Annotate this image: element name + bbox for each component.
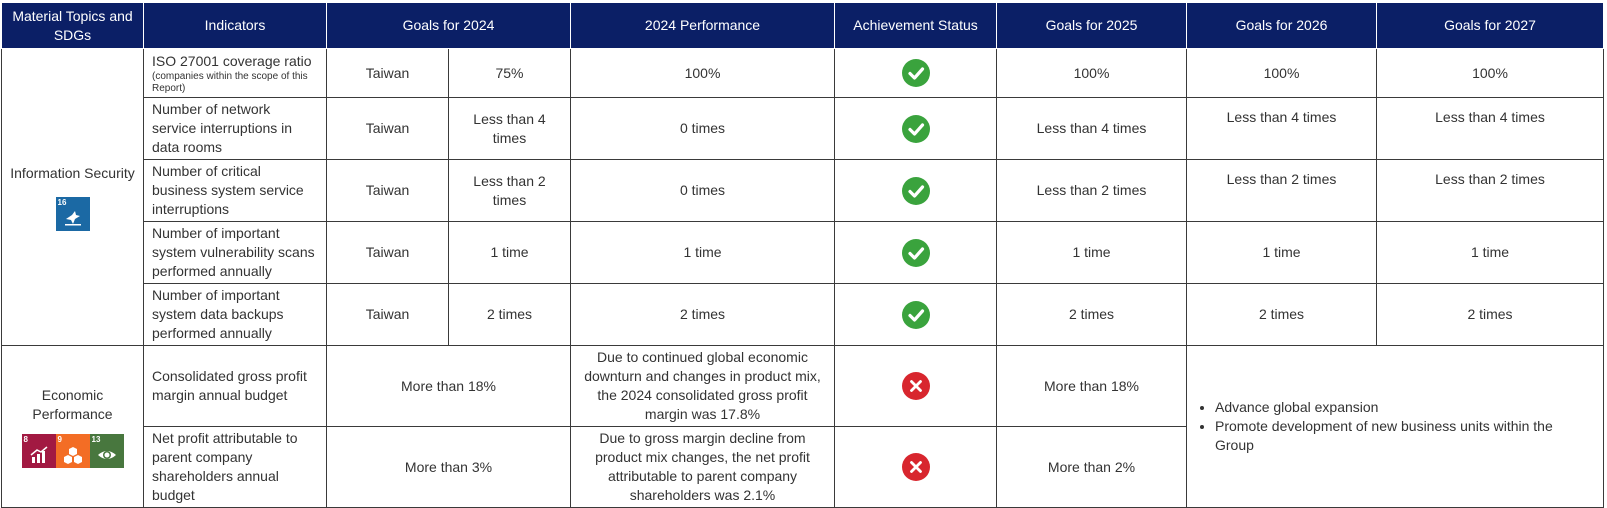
indicator-cell: Net profit attributable to parent compan… [143, 426, 327, 508]
cross-icon [901, 372, 930, 400]
topic-label: Information Security [10, 164, 135, 181]
list-item: Advance global expansion [1215, 398, 1595, 417]
performance-cell: 0 times [570, 159, 835, 222]
table-row: Number of important system vulnerability… [2, 221, 1604, 284]
goal-2024-cell: More than 3% [326, 426, 571, 508]
header-indicators: Indicators [143, 2, 327, 49]
check-icon [901, 59, 930, 87]
region-cell: Taiwan [326, 283, 449, 346]
goal-2027-cell: Less than 2 times [1376, 159, 1604, 222]
region-cell: Taiwan [326, 221, 449, 284]
list-item: Promote development of new business unit… [1215, 417, 1595, 455]
status-cell [834, 345, 997, 427]
header-goals-2024: Goals for 2024 [326, 2, 571, 49]
goal-2027-cell: Less than 4 times [1376, 97, 1604, 160]
future-goals-list: Advance global expansion Promote develop… [1203, 398, 1595, 455]
cross-icon [901, 453, 930, 481]
sdg-icons: 16 [10, 196, 135, 231]
topic-economic-performance: Economic Performance 8 9 13 [1, 345, 144, 508]
indicator-cell: ISO 27001 coverage ratio (companies with… [143, 48, 327, 98]
goal-2027-cell: 100% [1376, 48, 1604, 98]
goal-2027-cell: 1 time [1376, 221, 1604, 284]
region-cell: Taiwan [326, 48, 449, 98]
goal-2027-cell: 2 times [1376, 283, 1604, 346]
performance-cell: 1 time [570, 221, 835, 284]
indicator-cell: Number of critical business system servi… [143, 159, 327, 222]
indicator-cell: Number of network service interruptions … [143, 97, 327, 160]
status-cell [834, 426, 997, 508]
check-icon [901, 176, 930, 205]
goal-2026-cell: Less than 2 times [1186, 159, 1377, 222]
status-cell [834, 159, 997, 222]
goal-2025-cell: Less than 4 times [996, 97, 1187, 160]
sdg-13-icon: 13 [89, 433, 124, 468]
goal-2025-cell: Less than 2 times [996, 159, 1187, 222]
check-icon [901, 238, 930, 267]
topic-label: Economic Performance [32, 386, 113, 422]
header-topics: Material Topics and SDGs [1, 2, 144, 49]
goal-2025-cell: More than 2% [996, 426, 1187, 508]
goal-2026-cell: 1 time [1186, 221, 1377, 284]
goal-2026-cell: 100% [1186, 48, 1377, 98]
performance-cell: 2 times [570, 283, 835, 346]
performance-cell: Due to continued global economic downtur… [570, 345, 835, 427]
goal-2025-cell: 2 times [996, 283, 1187, 346]
performance-cell: 0 times [570, 97, 835, 160]
status-cell [834, 221, 997, 284]
goal-2026-cell: 2 times [1186, 283, 1377, 346]
header-performance-2024: 2024 Performance [570, 2, 835, 49]
table-row: Number of network service interruptions … [2, 97, 1604, 160]
indicator-cell: Number of important system data backups … [143, 283, 327, 346]
check-icon [901, 114, 930, 143]
check-icon [901, 300, 930, 329]
goal-2025-cell: More than 18% [996, 345, 1187, 427]
goal-2024-cell: Less than 2 times [448, 159, 571, 222]
sdg-9-icon: 9 [55, 433, 90, 468]
sdg-icons: 8 9 13 [10, 433, 135, 468]
performance-cell: Due to gross margin decline from product… [570, 426, 835, 508]
goal-2025-cell: 100% [996, 48, 1187, 98]
indicator-cell: Consolidated gross profit margin annual … [143, 345, 327, 427]
header-goals-2027: Goals for 2027 [1376, 2, 1604, 49]
future-goals-cell: Advance global expansion Promote develop… [1186, 345, 1604, 508]
goal-2024-cell: More than 18% [326, 345, 571, 427]
table-row: Information Security 16 ISO 27001 covera… [1, 48, 1604, 346]
table-row: Economic Performance 8 9 13 [1, 345, 1604, 508]
status-cell [834, 97, 997, 160]
indicator-cell: Number of important system vulnerability… [143, 221, 327, 284]
status-cell [834, 48, 997, 98]
header-achievement-status: Achievement Status [834, 2, 997, 49]
header-goals-2026: Goals for 2026 [1186, 2, 1377, 49]
region-cell: Taiwan [326, 97, 449, 160]
sdg-8-icon: 8 [21, 433, 56, 468]
topic-information-security: Information Security 16 [1, 48, 144, 346]
performance-cell: 100% [570, 48, 835, 98]
region-cell: Taiwan [326, 159, 449, 222]
goal-2026-cell: Less than 4 times [1186, 97, 1377, 160]
status-cell [834, 283, 997, 346]
goal-2024-cell: Less than 4 times [448, 97, 571, 160]
sdg-16-icon: 16 [55, 196, 90, 231]
goal-2025-cell: 1 time [996, 221, 1187, 284]
header-goals-2025: Goals for 2025 [996, 2, 1187, 49]
goal-2024-cell: 1 time [448, 221, 571, 284]
goal-2024-cell: 2 times [448, 283, 571, 346]
table-row: Number of important system data backups … [2, 283, 1604, 346]
goal-2024-cell: 75% [448, 48, 571, 98]
table-row: Number of critical business system servi… [2, 159, 1604, 222]
